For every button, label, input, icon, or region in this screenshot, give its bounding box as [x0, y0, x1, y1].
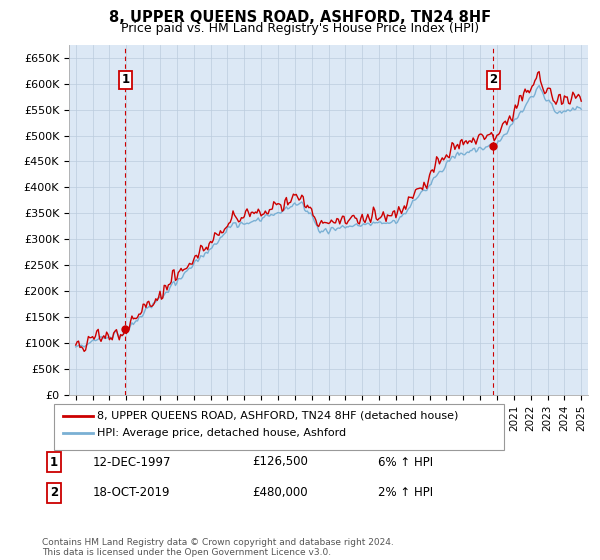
Text: HPI: Average price, detached house, Ashford: HPI: Average price, detached house, Ashf… — [97, 428, 346, 438]
Text: 18-OCT-2019: 18-OCT-2019 — [93, 486, 170, 500]
Text: 2: 2 — [490, 73, 497, 86]
Text: 8, UPPER QUEENS ROAD, ASHFORD, TN24 8HF (detached house): 8, UPPER QUEENS ROAD, ASHFORD, TN24 8HF … — [97, 410, 458, 421]
Text: 1: 1 — [50, 455, 58, 469]
Text: 8, UPPER QUEENS ROAD, ASHFORD, TN24 8HF: 8, UPPER QUEENS ROAD, ASHFORD, TN24 8HF — [109, 10, 491, 25]
Text: 12-DEC-1997: 12-DEC-1997 — [93, 455, 172, 469]
Text: 1: 1 — [121, 73, 130, 86]
Text: £480,000: £480,000 — [252, 486, 308, 500]
Text: 2: 2 — [50, 486, 58, 500]
Text: Price paid vs. HM Land Registry's House Price Index (HPI): Price paid vs. HM Land Registry's House … — [121, 22, 479, 35]
Text: £126,500: £126,500 — [252, 455, 308, 469]
Text: Contains HM Land Registry data © Crown copyright and database right 2024.
This d: Contains HM Land Registry data © Crown c… — [42, 538, 394, 557]
Text: 6% ↑ HPI: 6% ↑ HPI — [378, 455, 433, 469]
Text: 2% ↑ HPI: 2% ↑ HPI — [378, 486, 433, 500]
